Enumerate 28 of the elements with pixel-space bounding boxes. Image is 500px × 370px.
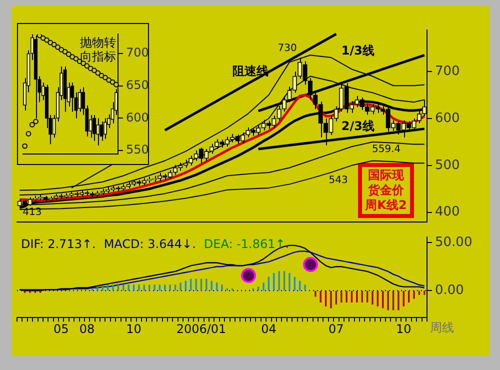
series-label: 1/3线 [341,44,375,58]
y-tick-label: 600 [126,110,149,124]
annotation: 559.4 [372,144,401,156]
y-tick-label: 500 [435,158,460,173]
y-tick-label: 50.00 [435,234,472,250]
y-tick-label: 700 [126,46,149,60]
x-tick-label: 04 [261,322,276,336]
annotation: DIF: 2.713↑. [21,236,96,251]
x-tick-label: 05 [53,322,69,336]
y-tick-label: 400 [435,204,460,220]
text: 抛物转向指标 [80,35,116,64]
annotation: MACD: 3.644↓. [104,236,196,251]
annotation: DEA: -1.861↑. [204,236,290,251]
text: 国际现货金价周K线2 [358,163,414,218]
x-tick-label: 10 [126,322,142,336]
y-tick-label: 700 [435,64,460,79]
series-label: 2/3线 [341,119,375,134]
x-tick-label: 10 [396,322,412,336]
x-tick-label: 2006/01 [176,322,226,336]
x-tick-label: 07 [328,322,344,336]
y-tick-label: 650 [126,78,149,92]
x-tick-label: 08 [79,322,95,336]
y-tick-label: 550 [126,142,149,157]
y-tick-label: 600 [435,110,460,126]
annotation: 543 [328,174,348,186]
y-tick-label: 0.00 [435,283,464,298]
x-axis-title: 周线 [430,320,454,335]
annotation: 730 [278,43,297,54]
